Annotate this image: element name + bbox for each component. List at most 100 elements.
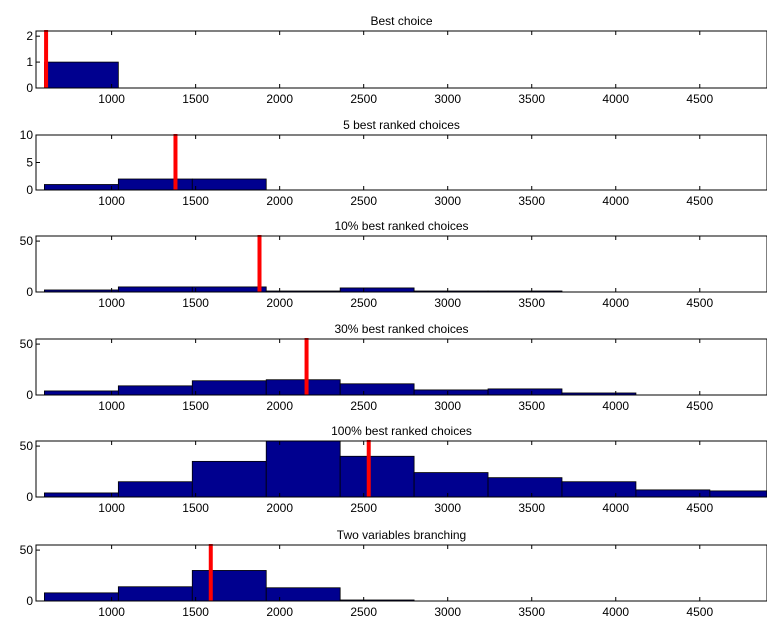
x-tick-label: 4500 xyxy=(686,194,713,208)
x-tick-label: 4000 xyxy=(602,501,629,515)
histogram-bar xyxy=(44,184,119,191)
x-tick-label: 3000 xyxy=(434,501,461,515)
histogram-bar xyxy=(413,472,489,498)
histogram-bar xyxy=(561,481,637,498)
panel-100-percent-best-ranked-choices: 100% best ranked choices 1000 1500 2000 2500… xyxy=(20,424,767,515)
histogram-bar xyxy=(117,481,193,498)
x-tick-label: 3500 xyxy=(518,92,545,106)
x-tick-label: 2500 xyxy=(350,605,377,619)
histogram-bar xyxy=(44,390,119,396)
y-tick-label: 5 xyxy=(26,156,33,170)
panel-best-choice: Best choice 1000 1500 2000 2500 3000 3500 4000 4… xyxy=(26,14,767,106)
histogram-bar xyxy=(117,385,193,396)
axes-frame xyxy=(35,440,767,498)
x-tick-label: 1000 xyxy=(98,194,125,208)
histogram-bar xyxy=(265,379,341,396)
x-tick-label: 2500 xyxy=(350,399,377,413)
panel-title: Best choice xyxy=(370,14,432,28)
y-tick-label: 1 xyxy=(26,55,33,69)
panel-5-best-ranked-choices: 5 best ranked choices 1000 1500 2000 2500 300… xyxy=(20,118,767,208)
histogram-bar xyxy=(635,489,711,498)
y-tick-label: 2 xyxy=(26,29,33,43)
x-tick-label: 2000 xyxy=(266,605,293,619)
histogram-bar xyxy=(413,389,489,396)
x-tick-label: 4000 xyxy=(602,399,629,413)
axes-frame xyxy=(35,544,767,602)
histogram-bar xyxy=(339,455,415,498)
x-tick-label: 1000 xyxy=(98,92,125,106)
y-tick-label: 0 xyxy=(26,285,33,299)
histogram-bar xyxy=(191,286,267,293)
axes-frame xyxy=(35,338,767,396)
x-tick-label: 1500 xyxy=(182,501,209,515)
histogram-bar xyxy=(44,61,119,89)
y-tick-label: 50 xyxy=(20,234,34,248)
x-tick-label: 2500 xyxy=(350,194,377,208)
x-tick-label: 1500 xyxy=(182,296,209,310)
x-tick-label: 1500 xyxy=(182,92,209,106)
histogram-bar xyxy=(339,383,415,396)
x-tick-label: 3500 xyxy=(518,194,545,208)
histogram-bar xyxy=(191,380,267,396)
x-tick-label: 1500 xyxy=(182,605,209,619)
y-tick-label: 0 xyxy=(26,388,33,402)
x-tick-label: 3000 xyxy=(434,296,461,310)
x-tick-label: 1000 xyxy=(98,399,125,413)
histogram-bar xyxy=(191,570,267,602)
x-tick-label: 1000 xyxy=(98,605,125,619)
axes-frame xyxy=(35,30,767,89)
x-tick-label: 2500 xyxy=(350,296,377,310)
y-tick-label: 0 xyxy=(26,183,33,197)
x-tick-label: 1500 xyxy=(182,194,209,208)
x-tick-label: 4000 xyxy=(602,605,629,619)
x-tick-label: 2500 xyxy=(350,501,377,515)
x-tick-label: 2000 xyxy=(266,92,293,106)
x-tick-label: 3500 xyxy=(518,296,545,310)
panel-two-variables-branching: Two variables branching 1000 1500 2000 2500 3… xyxy=(20,528,767,619)
x-tick-label: 4500 xyxy=(686,92,713,106)
y-tick-label: 0 xyxy=(26,490,33,504)
x-tick-label: 3000 xyxy=(434,194,461,208)
histogram-bar xyxy=(265,440,341,498)
panel-30-percent-best-ranked-choices: 30% best ranked choices 1000 1500 2000 2500 3… xyxy=(20,322,767,413)
y-tick-label: 0 xyxy=(26,594,33,608)
x-tick-label: 3500 xyxy=(518,605,545,619)
histogram-bar xyxy=(339,287,415,293)
x-tick-label: 3500 xyxy=(518,399,545,413)
histogram-bar xyxy=(265,587,341,602)
x-tick-label: 4000 xyxy=(602,296,629,310)
axes-frame xyxy=(35,235,767,293)
panel-10-percent-best-ranked-choices: 10% best ranked choices 1000 1500 2000 2500 3… xyxy=(20,219,767,310)
x-tick-label: 1000 xyxy=(98,296,125,310)
y-tick-label: 0 xyxy=(26,81,33,95)
x-tick-label: 2000 xyxy=(266,296,293,310)
y-tick-label: 50 xyxy=(20,337,34,351)
y-tick-label: 50 xyxy=(20,439,34,453)
panel-title: 30% best ranked choices xyxy=(334,322,468,336)
x-tick-label: 2500 xyxy=(350,92,377,106)
x-tick-label: 4500 xyxy=(686,501,713,515)
panel-title: 10% best ranked choices xyxy=(334,219,468,233)
panel-title: Two variables branching xyxy=(337,528,466,542)
x-tick-label: 1500 xyxy=(182,399,209,413)
histogram-bar xyxy=(487,477,563,498)
x-tick-label: 3000 xyxy=(434,605,461,619)
x-tick-label: 4500 xyxy=(686,605,713,619)
x-tick-label: 4000 xyxy=(602,92,629,106)
x-tick-label: 3500 xyxy=(518,501,545,515)
histogram-bar xyxy=(191,460,267,498)
y-tick-label: 10 xyxy=(20,128,34,142)
histogram-bar xyxy=(117,178,193,191)
histogram-bar xyxy=(117,586,193,602)
panel-title: 100% best ranked choices xyxy=(331,424,472,438)
x-tick-label: 3000 xyxy=(434,92,461,106)
histogram-bar xyxy=(487,388,563,396)
x-tick-label: 3000 xyxy=(434,399,461,413)
histogram-bar xyxy=(44,592,119,602)
histogram-bar xyxy=(44,492,119,498)
x-tick-label: 1000 xyxy=(98,501,125,515)
panel-title: 5 best ranked choices xyxy=(343,118,460,132)
x-tick-label: 2000 xyxy=(266,194,293,208)
x-tick-label: 4000 xyxy=(602,194,629,208)
